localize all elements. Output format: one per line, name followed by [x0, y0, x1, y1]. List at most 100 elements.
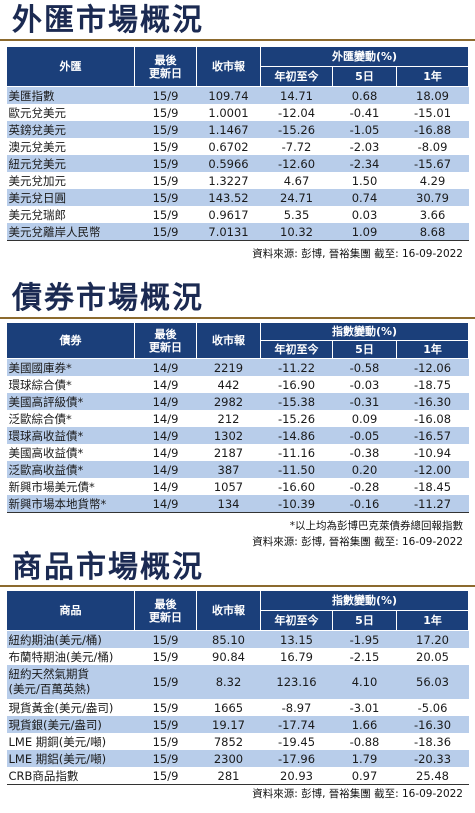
bonds-cell-close: 212 [217, 411, 240, 426]
forex-cell-5d: -0.41 [349, 105, 380, 120]
bonds-header-5d: 5日 [332, 340, 397, 359]
bonds-cell-5d: 0.20 [332, 461, 397, 478]
forex-cell-ytd: 14.71 [260, 86, 333, 104]
commodities-cell-name: LME 期銅(美元/噸) [8, 734, 107, 749]
forex-cell-1y: 3.66 [419, 207, 446, 222]
forex-cell-date: 15/9 [134, 86, 197, 104]
forex-cell-date: 15/9 [152, 207, 179, 222]
bonds-cell-ytd: -15.38 [260, 393, 333, 410]
commodities-row: LME 期銅(美元/噸) 15/9 7852 -19.45 -0.88 -18.36 [7, 733, 469, 750]
bonds-cell-5d: -0.03 [349, 377, 380, 392]
forex-title-rule [0, 39, 475, 41]
commodities-header-close: 收市報 [196, 590, 261, 631]
forex-cell-1y: 18.09 [396, 86, 469, 104]
commodities-cell-date: 15/9 [134, 630, 197, 648]
forex-row: 美元兌離岸人民幣 15/9 7.0131 10.32 1.09 8.68 [6, 223, 469, 241]
forex-header-date: 最後 更新日 [134, 46, 197, 87]
bonds-cell-close: 387 [196, 461, 261, 478]
bonds-cell-5d: -0.58 [332, 358, 397, 376]
bonds-cell-1y: -18.75 [413, 377, 452, 392]
commodities-row: 現貨黃金(美元/盎司) 15/9 1665 -8.97 -3.01 -5.06 [7, 699, 469, 716]
bonds-header-1y: 1年 [395, 340, 470, 359]
commodities-cell-date: 15/9 [152, 734, 179, 749]
forex-row: 美匯指數 15/9 109.74 14.71 0.68 18.09 [6, 86, 469, 104]
forex-row: 澳元兌美元 15/9 0.6702 -7.72 -2.03 -8.09 [7, 138, 469, 155]
forex-cell-1y: -15.01 [413, 105, 452, 120]
forex-cell-5d: 0.68 [332, 86, 397, 104]
forex-cell-date: 15/9 [152, 173, 179, 188]
forex-cell-5d: -2.03 [349, 139, 380, 154]
forex-cell-name: 美元兌離岸人民幣 [6, 223, 135, 241]
commodities-cell-name: 現貨銀(美元/盎司) [6, 716, 135, 733]
bonds-cell-close: 2982 [196, 393, 261, 410]
forex-cell-ytd: -7.72 [281, 139, 312, 154]
bonds-cell-1y: -10.94 [413, 445, 452, 460]
forex-cell-close: 0.5966 [196, 155, 261, 172]
forex-header-change-group: 外匯變動(%) [259, 46, 470, 67]
forex-cell-ytd: 10.32 [260, 223, 333, 241]
forex-cell-date: 15/9 [134, 189, 197, 206]
commodities-cell-date: 15/9 [152, 700, 179, 715]
bonds-row: 環球綜合債* 14/9 442 -16.90 -0.03 -18.75 [7, 376, 469, 393]
commodities-header-1y: 1年 [395, 610, 470, 631]
bonds-cell-ytd: -11.16 [277, 445, 316, 460]
commodities-cell-name: 紐約天然氣期貨 (美元/百萬英熱) [6, 665, 135, 699]
commodities-cell-1y: 20.05 [416, 649, 449, 664]
bonds-cell-ytd: -16.60 [277, 479, 316, 494]
bonds-cell-name: 美國高評級債* [6, 393, 135, 410]
forex-cell-ytd: 5.35 [283, 207, 310, 222]
bonds-cell-1y: -16.30 [396, 393, 469, 410]
commodities-cell-1y: -5.06 [417, 700, 448, 715]
commodities-cell-close: 2300 [196, 750, 261, 767]
bonds-cell-date: 14/9 [134, 461, 197, 478]
commodities-cell-close: 7852 [213, 734, 244, 749]
bonds-cell-date: 14/9 [152, 411, 179, 426]
forex-cell-close: 0.6702 [208, 139, 249, 154]
commodities-cell-ytd: 20.93 [260, 767, 333, 785]
forex-cell-ytd: 4.67 [283, 173, 310, 188]
bonds-row: 美國國庫券* 14/9 2219 -11.22 -0.58 -12.06 [6, 358, 469, 376]
commodities-header-ytd: 年初至今 [260, 610, 333, 631]
commodities-cell-close: 1665 [213, 700, 244, 715]
forex-cell-ytd: -12.60 [260, 155, 333, 172]
bonds-row: 美國高收益債* 14/9 2187 -11.16 -0.38 -10.94 [7, 444, 469, 461]
bonds-cell-name: 新興市場本地貨幣* [6, 495, 135, 513]
bonds-cell-name: 美國高收益債* [8, 445, 84, 460]
forex-header-5d: 5日 [332, 66, 397, 87]
commodities-cell-date: 15/9 [152, 649, 179, 664]
commodities-source: 資料來源: 彭博, 晉裕集團 截至: 16-09-2022 [252, 788, 463, 800]
bonds-table: 債券 最後 更新日 收市報 指數變動(%) 年初至今 5日 1年 美國國庫券* 14/9 2219… [6, 322, 470, 513]
bonds-cell-name: 環球綜合債* [8, 377, 72, 392]
commodities-title: 商品市場概況 [12, 550, 204, 585]
commodities-cell-date: 15/9 [134, 716, 197, 733]
forex-header-close: 收市報 [196, 46, 261, 87]
bonds-header-close: 收市報 [196, 322, 261, 359]
commodities-cell-ytd: -17.74 [260, 716, 333, 733]
forex-cell-date: 15/9 [152, 139, 179, 154]
bonds-cell-1y: -12.06 [396, 358, 469, 376]
forex-cell-close: 143.52 [196, 189, 261, 206]
forex-cell-5d: -2.34 [332, 155, 397, 172]
bonds-cell-ytd: -16.90 [277, 377, 316, 392]
bonds-cell-5d: 0.09 [351, 411, 378, 426]
bonds-cell-5d: -0.05 [332, 427, 397, 444]
commodities-cell-close: 8.32 [196, 665, 261, 699]
commodities-row: CRB商品指數 15/9 281 20.93 0.97 25.48 [6, 767, 469, 785]
forex-cell-close: 0.9617 [208, 207, 249, 222]
forex-title: 外匯市場概況 [12, 3, 204, 38]
forex-cell-ytd: -15.26 [260, 121, 333, 138]
commodities-cell-ytd: -19.45 [277, 734, 316, 749]
commodities-cell-5d: 1.79 [332, 750, 397, 767]
bonds-cell-date: 14/9 [152, 445, 179, 460]
bonds-cell-1y: -16.57 [396, 427, 469, 444]
bonds-row: 泛歐高收益債* 14/9 387 -11.50 0.20 -12.00 [6, 461, 469, 478]
bonds-cell-close: 1057 [213, 479, 244, 494]
bonds-cell-ytd: -11.50 [260, 461, 333, 478]
forex-cell-name: 美元兌加元 [8, 173, 67, 188]
bonds-cell-date: 14/9 [152, 479, 179, 494]
forex-cell-close: 1.3227 [208, 173, 249, 188]
bonds-cell-ytd: -11.22 [260, 358, 333, 376]
forex-cell-5d: 1.09 [332, 223, 397, 241]
commodities-cell-5d: 4.10 [332, 665, 397, 699]
bonds-cell-close: 2187 [213, 445, 244, 460]
